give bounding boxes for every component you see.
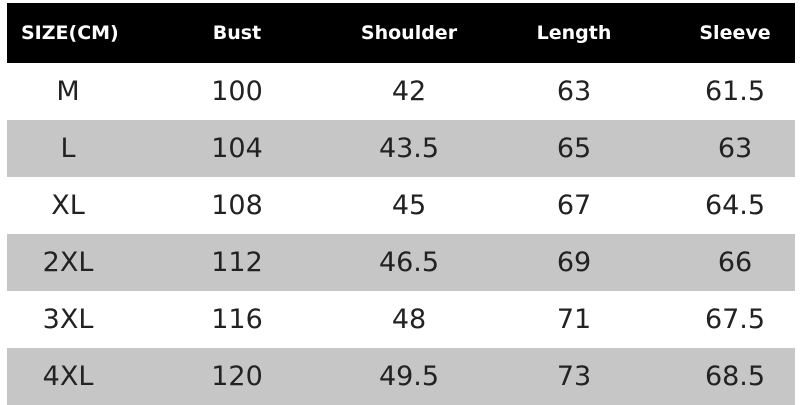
table-row: XL 108 45 67 64.5 (7, 177, 795, 234)
header-shoulder: Shoulder (360, 22, 458, 44)
cell-shoulder: 43.5 (378, 133, 440, 164)
header-size: SIZE(CM) (21, 22, 119, 44)
cell-sleeve: 61.5 (704, 76, 766, 107)
cell-sleeve: 64.5 (704, 190, 766, 221)
header-bust: Bust (212, 22, 262, 44)
cell-bust: 116 (211, 304, 263, 335)
cell-size: M (56, 76, 80, 107)
cell-length: 65 (556, 133, 592, 164)
cell-bust: 120 (211, 361, 263, 392)
cell-length: 63 (556, 76, 592, 107)
cell-bust: 112 (211, 247, 263, 278)
table-row: M 100 42 63 61.5 (7, 63, 795, 120)
cell-bust: 104 (211, 133, 263, 164)
table-row: 3XL 116 48 71 67.5 (7, 291, 795, 348)
table-header: SIZE(CM) Bust Shoulder Length Sleeve (7, 3, 795, 63)
cell-shoulder: 49.5 (378, 361, 440, 392)
cell-size: 2XL (42, 247, 94, 278)
table-row: 2XL 112 46.5 69 66 (7, 234, 795, 291)
cell-sleeve: 66 (717, 247, 753, 278)
header-length: Length (536, 22, 612, 44)
cell-length: 69 (556, 247, 592, 278)
cell-bust: 108 (211, 190, 263, 221)
table-row: L 104 43.5 65 63 (7, 120, 795, 177)
cell-length: 73 (556, 361, 592, 392)
cell-sleeve: 63 (717, 133, 753, 164)
table-row: 4XL 120 49.5 73 68.5 (7, 348, 795, 405)
cell-size: 4XL (42, 361, 94, 392)
cell-size: L (60, 133, 76, 164)
cell-shoulder: 45 (391, 190, 427, 221)
cell-length: 71 (556, 304, 592, 335)
size-chart-table: SIZE(CM) Bust Shoulder Length Sleeve M 10… (7, 3, 795, 405)
cell-size: XL (51, 190, 85, 221)
cell-shoulder: 42 (391, 76, 427, 107)
cell-shoulder: 48 (391, 304, 427, 335)
cell-length: 67 (556, 190, 592, 221)
header-sleeve: Sleeve (699, 22, 771, 44)
cell-sleeve: 67.5 (704, 304, 766, 335)
cell-bust: 100 (211, 76, 263, 107)
cell-sleeve: 68.5 (704, 361, 766, 392)
cell-shoulder: 46.5 (378, 247, 440, 278)
cell-size: 3XL (42, 304, 94, 335)
